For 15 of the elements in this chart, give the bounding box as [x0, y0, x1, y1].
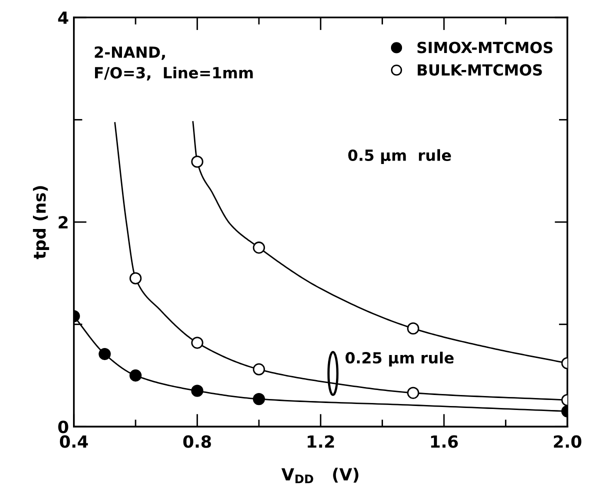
- annotation: 0.25 µm rule: [346, 352, 454, 367]
- x-tick-label: 0.4: [60, 435, 88, 448]
- y-tick-label: 2: [58, 216, 68, 228]
- x-tick-label: 2.0: [554, 435, 582, 448]
- text: V$_{DD}$ (V): [281, 468, 358, 484]
- y-tick-label: 0: [58, 420, 68, 434]
- legend-label: BULK-MTCMOS: [418, 64, 542, 76]
- x-tick-label: 1.2: [308, 435, 334, 448]
- legend-label: SIMOX-MTCMOS: [417, 42, 552, 54]
- y-axis-title: tpd (ns): [32, 186, 50, 260]
- x-tick-label: 0.8: [183, 435, 211, 448]
- annotation: 0.5 µm rule: [348, 149, 451, 164]
- x-tick-label: 1.6: [431, 435, 458, 448]
- annotation: 2-NAND, F/O=3, Line=1mm: [94, 46, 253, 80]
- y-tick-label: 4: [58, 12, 68, 24]
